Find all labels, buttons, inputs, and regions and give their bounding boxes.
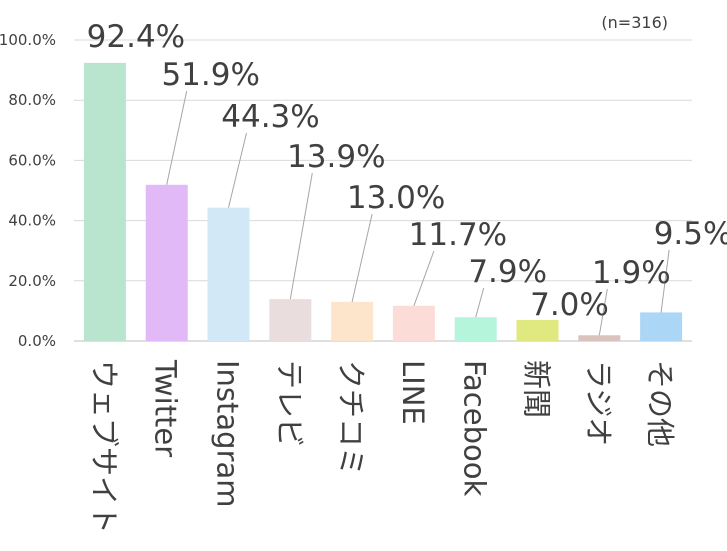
x-tick-label: その他 <box>643 360 677 447</box>
bar <box>578 335 621 341</box>
data-label: 1.9% <box>592 255 671 291</box>
leader-line <box>598 288 608 336</box>
y-tick-label: 80.0% <box>8 91 56 109</box>
data-label: 13.0% <box>347 180 445 216</box>
data-label: 51.9% <box>161 57 259 93</box>
bar <box>207 207 250 341</box>
data-label: 92.4% <box>87 19 185 55</box>
leader-lines <box>166 90 670 336</box>
x-axis: ウェブサイト Twitter Instagram テレビ クチコミ LINE Faceboo… <box>87 359 677 534</box>
data-label: 44.3% <box>221 99 319 135</box>
bar <box>269 299 312 341</box>
x-tick-label: LINE <box>396 360 430 425</box>
leader-line <box>289 172 313 300</box>
x-tick-label: ウェブサイト <box>87 360 121 534</box>
data-label: 11.7% <box>409 217 507 253</box>
x-tick-label: Instagram <box>211 360 245 508</box>
data-labels: 92.4%51.9% 44.3% 13.9% 13.0%11.7%7.9%7.0%1.… <box>87 19 727 323</box>
y-axis: 0.0% 20.0% 40.0% 60.0% 80.0% 100.0% <box>0 31 56 350</box>
bar <box>454 317 497 341</box>
y-tick-label: 60.0% <box>8 151 56 169</box>
leader-line <box>413 250 435 306</box>
data-label: 13.9% <box>287 139 385 175</box>
x-tick-label: テレビ <box>272 360 306 447</box>
x-tick-label: クチコミ <box>334 360 368 476</box>
y-tick-label: 40.0% <box>8 212 56 230</box>
bar <box>83 62 126 341</box>
leader-line <box>475 287 485 318</box>
data-label: 9.5% <box>654 216 727 252</box>
data-label: 7.0% <box>530 287 609 323</box>
bar <box>516 319 559 341</box>
x-tick-label: Twitter <box>149 359 183 457</box>
y-tick-label: 100.0% <box>0 31 56 49</box>
leader-line <box>228 132 247 208</box>
bar <box>331 301 374 341</box>
bar <box>145 184 188 341</box>
x-tick-label: 新聞 <box>520 360 554 418</box>
sample-size-note: (n=316) <box>601 13 668 32</box>
y-tick-label: 20.0% <box>8 272 56 290</box>
bar <box>392 305 435 341</box>
y-tick-label: 0.0% <box>18 332 56 350</box>
leader-line <box>166 90 188 185</box>
bar <box>640 312 683 341</box>
leader-line <box>351 213 373 302</box>
data-label: 7.9% <box>468 254 547 290</box>
leader-line <box>660 249 670 313</box>
x-tick-label: ラジオ <box>581 360 615 446</box>
bars <box>83 62 683 341</box>
x-tick-label: Facebook <box>458 360 492 496</box>
